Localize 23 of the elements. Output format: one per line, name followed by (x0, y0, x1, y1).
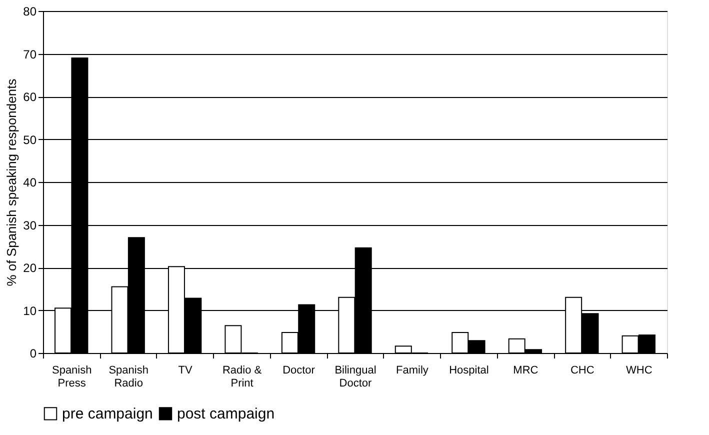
x-tick-label: Spanish Radio (108, 364, 148, 390)
y-tick-label: 50 (23, 132, 37, 147)
y-tick-label: 30 (23, 218, 37, 232)
x-tick-label: Family (396, 364, 429, 376)
x-tick-label: TV (178, 364, 194, 376)
y-tick-label: 40 (23, 176, 37, 190)
legend-label: post campaign (177, 406, 275, 423)
x-tick-label: Bilingual Doctor (334, 364, 376, 390)
x-tick-label: WHC (626, 364, 652, 376)
legend-label: pre campaign (62, 406, 153, 423)
y-tick-label: 20 (23, 261, 37, 275)
x-tick-label: Radio & Print (222, 364, 262, 390)
x-tick-label: Doctor (282, 364, 316, 376)
x-tick-label: MRC (513, 364, 538, 376)
y-tick-label: 0 (30, 346, 37, 360)
y-tick-label: 60 (23, 90, 37, 104)
y-tick-label: 80 (23, 4, 37, 18)
x-tick-label: Hospital (449, 364, 489, 376)
y-tick-label: 10 (23, 304, 37, 318)
y-axis-title: % of Spanish speaking respondents (4, 78, 20, 286)
x-tick-label: CHC (570, 364, 594, 376)
x-tick-label: Spanish Press (52, 364, 92, 390)
y-tick-label: 70 (23, 47, 37, 62)
